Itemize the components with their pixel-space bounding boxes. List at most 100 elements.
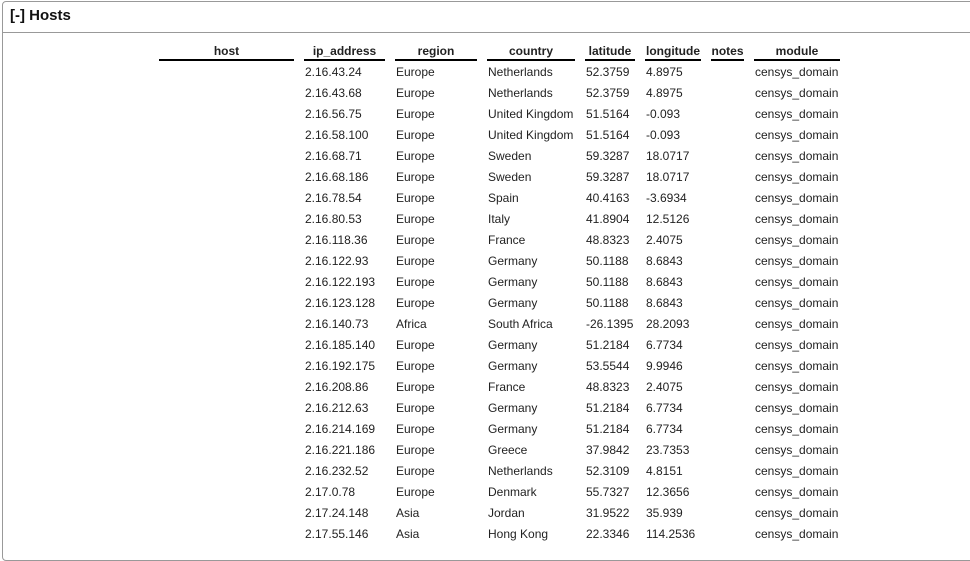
cell: Europe: [396, 463, 435, 478]
cell: [159, 397, 294, 418]
cell: Sweden: [488, 169, 532, 184]
cell: censys_domain: [755, 505, 839, 520]
cell: [711, 313, 744, 334]
cell: South Africa: [488, 316, 553, 331]
host-row: 2.16.43.24 Europe Netherlands 52.3759 4.8975…: [159, 61, 840, 82]
cell: 2.16.122.193: [305, 274, 376, 289]
cell: Europe: [396, 64, 435, 79]
column-header: notes: [711, 38, 744, 61]
cell: 2.16.122.93: [305, 253, 369, 268]
cell: [159, 439, 294, 460]
cell: 18.0717: [646, 169, 690, 184]
cell: 48.8323: [586, 232, 630, 247]
cell: 2.16.185.140: [305, 337, 376, 352]
cell: [159, 145, 294, 166]
host-row: 2.17.55.146 Asia Hong Kong 22.3346 114.2536 c…: [159, 523, 840, 544]
host-row: 2.16.78.54 Europe Spain 40.4163 -3.6934 censy…: [159, 187, 840, 208]
cell: Europe: [396, 148, 435, 163]
cell: Asia: [396, 526, 420, 541]
cell: Spain: [488, 190, 519, 205]
cell: [159, 418, 294, 439]
cell: -0.093: [646, 106, 681, 121]
host-row: 2.16.122.93 Europe Germany 50.1188 8.6843 cen…: [159, 250, 840, 271]
cell: [711, 250, 744, 271]
cell: 2.17.55.146: [305, 526, 369, 541]
host-row: 2.16.68.186 Europe Sweden 59.3287 18.0717 cen…: [159, 166, 840, 187]
cell: 22.3346: [586, 526, 630, 541]
cell: Netherlands: [488, 64, 553, 79]
cell: [711, 292, 744, 313]
cell: [159, 355, 294, 376]
cell: censys_domain: [755, 484, 839, 499]
cell: Europe: [396, 295, 435, 310]
cell: 59.3287: [586, 148, 630, 163]
cell: 2.16.208.86: [305, 379, 369, 394]
cell: censys_domain: [755, 253, 839, 268]
host-row: 2.16.68.71 Europe Sweden 59.3287 18.0717 cens…: [159, 145, 840, 166]
cell: Europe: [396, 190, 435, 205]
cell: [159, 208, 294, 229]
cell: [159, 271, 294, 292]
cell: censys_domain: [755, 295, 839, 310]
cell: [711, 355, 744, 376]
cell: [711, 61, 744, 82]
cell: Germany: [488, 337, 538, 352]
cell: 50.1188: [586, 274, 629, 289]
cell: Europe: [396, 379, 435, 394]
cell: Germany: [488, 253, 538, 268]
cell: 6.7734: [646, 400, 683, 415]
cell: 51.2184: [586, 400, 630, 415]
cell: censys_domain: [755, 400, 839, 415]
host-row: 2.16.43.68 Europe Netherlands 52.3759 4.8975…: [159, 82, 840, 103]
cell: censys_domain: [755, 442, 839, 457]
cell: 48.8323: [586, 379, 630, 394]
cell: Europe: [396, 232, 435, 247]
cell: 52.3759: [586, 64, 630, 79]
cell: [711, 103, 744, 124]
cell: Netherlands: [488, 463, 553, 478]
cell: [711, 208, 744, 229]
cell: [711, 439, 744, 460]
cell: censys_domain: [755, 379, 839, 394]
host-row: 2.16.123.128 Europe Germany 50.1188 8.6843 ce…: [159, 292, 840, 313]
cell: [159, 460, 294, 481]
cell: 2.16.118.36: [305, 232, 368, 247]
cell: censys_domain: [755, 127, 839, 142]
cell: 12.3656: [646, 484, 690, 499]
cell: 2.16.43.24: [305, 64, 362, 79]
cell: [159, 229, 294, 250]
cell: 4.8975: [646, 64, 683, 79]
cell: 8.6843: [646, 253, 683, 268]
cell: 18.0717: [646, 148, 690, 163]
cell: 2.16.192.175: [305, 358, 376, 373]
cell: 37.9842: [586, 442, 630, 457]
cell: -0.093: [646, 127, 681, 142]
cell: [159, 82, 294, 103]
cell: Italy: [488, 211, 511, 226]
cell: 51.2184: [586, 337, 630, 352]
cell: United Kingdom: [488, 127, 574, 142]
cell: Netherlands: [488, 85, 553, 100]
host-row: 2.16.208.86 Europe France 48.8323 2.4075 cens…: [159, 376, 840, 397]
column-header: longitude: [645, 38, 701, 61]
cell: 9.9946: [646, 358, 683, 373]
host-row: 2.16.80.53 Europe Italy 41.8904 12.5126 censy…: [159, 208, 840, 229]
cell: 2.4075: [646, 379, 683, 394]
cell: [711, 229, 744, 250]
cell: censys_domain: [755, 463, 839, 478]
cell: Europe: [396, 253, 435, 268]
cell: Europe: [396, 85, 435, 100]
cell: [711, 187, 744, 208]
cell: 51.2184: [586, 421, 630, 436]
cell: 2.16.56.75: [305, 106, 362, 121]
cell: [159, 334, 294, 355]
cell: 2.16.58.100: [305, 127, 369, 142]
cell: 8.6843: [646, 274, 683, 289]
panel-title[interactable]: [-] Hosts: [3, 2, 970, 33]
cell: censys_domain: [755, 316, 839, 331]
cell: 2.16.140.73: [305, 316, 369, 331]
cell: Europe: [396, 169, 435, 184]
cell: Sweden: [488, 148, 532, 163]
cell: Europe: [396, 484, 435, 499]
cell: 50.1188: [586, 253, 629, 268]
